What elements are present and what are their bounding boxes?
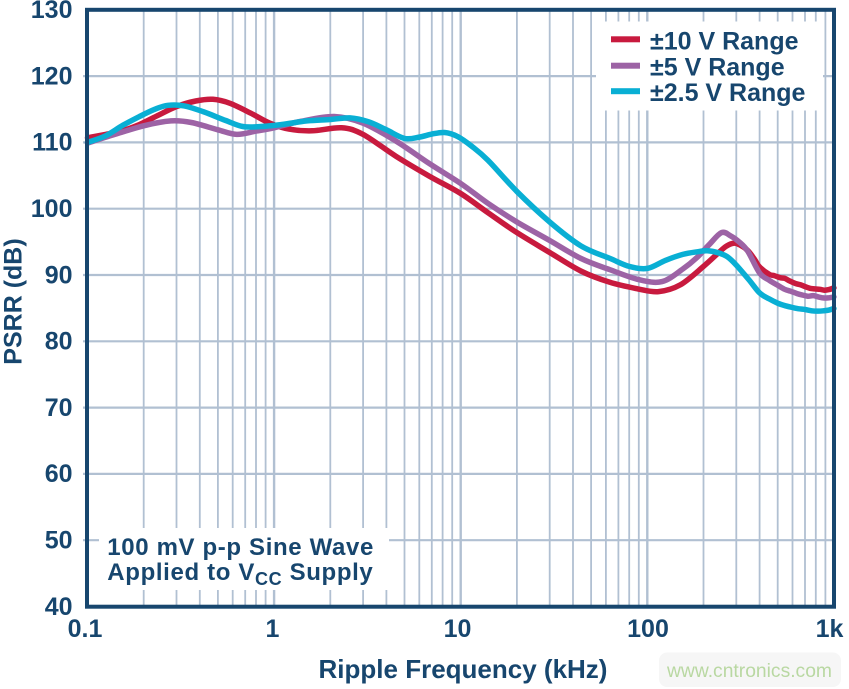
svg-text:40: 40	[45, 593, 73, 621]
svg-text:Applied to VCC Supply: Applied to VCC Supply	[107, 559, 373, 589]
svg-text:1: 1	[266, 615, 280, 643]
svg-text:100 mV p-p Sine Wave: 100 mV p-p Sine Wave	[107, 534, 374, 561]
svg-text:PSRR (dB): PSRR (dB)	[0, 238, 28, 364]
svg-text:1k: 1k	[816, 615, 844, 643]
svg-text:Ripple Frequency (kHz): Ripple Frequency (kHz)	[319, 654, 608, 684]
svg-text:±10 V Range: ±10 V Range	[650, 27, 799, 55]
svg-text:±5 V Range: ±5 V Range	[650, 53, 785, 81]
svg-text:130: 130	[31, 0, 73, 24]
svg-text:10: 10	[444, 615, 472, 643]
svg-text:100: 100	[31, 195, 73, 223]
svg-text:50: 50	[45, 527, 73, 555]
svg-text:80: 80	[45, 328, 73, 356]
svg-text:120: 120	[31, 62, 73, 90]
svg-text:90: 90	[45, 261, 73, 289]
svg-text:www.cntronics.com: www.cntronics.com	[666, 661, 832, 682]
svg-text:0.1: 0.1	[68, 615, 103, 643]
svg-text:70: 70	[45, 394, 73, 422]
svg-text:±2.5 V Range: ±2.5 V Range	[650, 79, 806, 107]
svg-text:60: 60	[45, 460, 73, 488]
svg-text:110: 110	[32, 129, 72, 157]
svg-text:100: 100	[627, 615, 669, 643]
